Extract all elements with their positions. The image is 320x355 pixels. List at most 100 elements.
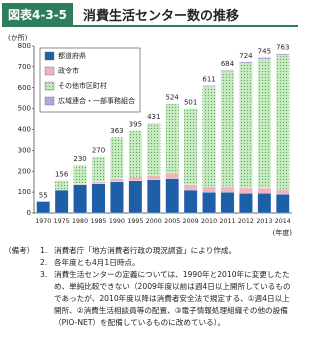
bar-pattern [184, 108, 198, 185]
bar-segment [257, 57, 272, 60]
x-tick-label: 2000 [146, 218, 162, 225]
legend-label: その他市区町村 [58, 81, 107, 90]
total-label: 524 [166, 94, 180, 102]
notes-list: 1. 消費者庁「地方消費者行政の現況調査」により作成。 2. 各年度とも4月1日時点。… [40, 245, 296, 329]
total-label: 684 [221, 60, 235, 68]
bar-segment [239, 61, 253, 64]
legend-box [39, 47, 141, 113]
total-label: 501 [184, 98, 197, 106]
note-text: 消費者庁「地方消費者行政の現況調査」により作成。 [54, 246, 237, 255]
bar-segment [276, 53, 290, 56]
note: 2. 各年度とも4月1日時点。 [40, 257, 296, 269]
total-label: 270 [92, 147, 105, 155]
bar-pattern [91, 156, 106, 182]
bar-segment [165, 173, 179, 179]
figure-number: 図表4-3-5 [2, 2, 74, 26]
bar-segment [220, 186, 235, 193]
legend-swatch [44, 51, 55, 61]
x-tick-label: 2010 [201, 218, 217, 225]
bar-segment [239, 193, 253, 214]
bar-segment [91, 181, 106, 184]
bar-pattern [110, 137, 124, 179]
legend-label: 広域連合・一部事務組合 [58, 96, 135, 105]
legend-label: 都道府県 [58, 51, 86, 60]
note-text: 各年度とも4月1日時点。 [54, 258, 140, 267]
bar-pattern [220, 71, 235, 187]
total-label: 431 [147, 113, 160, 121]
x-tick-label: 2005 [164, 218, 180, 225]
x-tick-label: 1975 [54, 218, 70, 225]
bar-segment [128, 176, 143, 181]
y-tick-label: 800 [18, 42, 31, 50]
bar-segment [239, 187, 253, 194]
bar-segment [202, 85, 216, 87]
bar-segment [91, 183, 106, 214]
bar-segment [183, 184, 198, 191]
note-number: 3. [40, 270, 48, 279]
bar-segment [276, 188, 290, 195]
note: 3. 消費生活センターの定義については、1990年と2010年に変更したため、単純… [40, 269, 296, 329]
note-text: 消費生活センターの定義については、1990年と2010年に変更したため、単純比較… [54, 270, 291, 327]
bar-segment [128, 180, 143, 214]
x-tick-label: 1990 [109, 218, 125, 225]
chart: (か所) (年度) 0 100 200 300 400 500 600 700 800 55 197… [8, 33, 293, 237]
total-label: 763 [276, 44, 289, 52]
x-tick-label: 2009 [183, 218, 199, 225]
x-axis-label: (年度) [273, 228, 293, 237]
note: 1. 消費者庁「地方消費者行政の現況調査」により作成。 [40, 245, 296, 257]
legend-swatch [44, 66, 55, 76]
y-tick-label: 600 [18, 84, 31, 92]
note-number: 1. [40, 246, 48, 255]
bar-segment [110, 178, 124, 182]
total-label: 363 [110, 127, 123, 135]
total-label: 724 [239, 52, 253, 60]
legend-label: 政令市 [58, 66, 79, 75]
y-tick-label: 0 [27, 209, 31, 217]
title: 消費生活センター数の推移 [83, 8, 240, 24]
x-tick-label: 1980 [72, 218, 88, 225]
bar-segment [220, 70, 235, 73]
bar-segment [165, 178, 179, 214]
page: 図表4-3-5 消費生活センター数の推移 (か所) (年度) 0 100 200 30… [2, 2, 298, 329]
total-label: 156 [55, 170, 69, 178]
bar-segment [257, 187, 272, 194]
bar-segment [220, 191, 235, 214]
header: 図表4-3-5 消費生活センター数の推移 [2, 2, 298, 27]
bar-pattern [165, 103, 179, 174]
bar-segment [276, 194, 290, 214]
notes-label: （備考） [4, 246, 35, 255]
notes: （備考） 1. 消費者庁「地方消費者行政の現況調査」により作成。 2. 各年度とも4月… [4, 245, 296, 329]
y-tick-label: 300 [18, 146, 31, 154]
bar-segment [202, 186, 216, 193]
y-tick-label: 400 [18, 126, 31, 134]
x-tick-label: 1985 [90, 218, 106, 225]
legend-pattern [45, 82, 54, 90]
bar-segment [183, 189, 198, 214]
bar-pattern [73, 164, 87, 184]
bar-pattern [55, 180, 69, 191]
x-tick-label: 2011 [219, 218, 235, 225]
total-label: 611 [202, 75, 215, 83]
bar-segment [202, 191, 216, 214]
x-tick-label: 2013 [256, 218, 272, 225]
y-tick-label: 200 [18, 167, 31, 175]
x-tick-label: 2012 [238, 218, 254, 225]
bar-segment [257, 193, 272, 214]
bar-pattern [128, 130, 142, 177]
y-tick-label: 500 [18, 105, 31, 113]
total-label: 395 [129, 121, 142, 129]
bar-segment [110, 181, 124, 214]
bar-pattern [147, 123, 161, 176]
x-tick-label: 1995 [127, 218, 143, 225]
y-axis-label: (か所) [8, 33, 28, 42]
note-number: 2. [40, 258, 48, 267]
bar-pattern [202, 86, 216, 187]
bar-segment [73, 183, 87, 185]
y-tick-label: 700 [18, 63, 31, 71]
bar-pattern [239, 63, 253, 188]
total-label: 230 [73, 155, 86, 163]
bar-segment [54, 189, 69, 214]
total-label: 745 [258, 47, 271, 55]
bar-pattern [257, 59, 271, 188]
legend-swatch [44, 96, 55, 106]
